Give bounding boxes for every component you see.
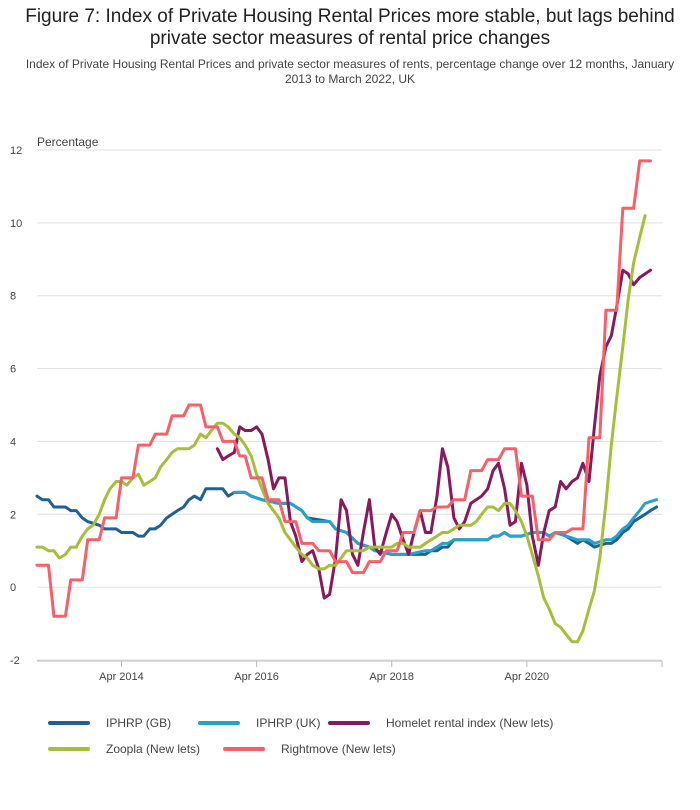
y-axis-label: Percentage [37, 135, 99, 149]
legend-swatch-homelet [328, 721, 370, 725]
y-tick-label: 4 [10, 436, 16, 448]
legend-item-homelet[interactable]: Homelet rental index (New lets) [328, 716, 553, 730]
x-tick-label: Apr 2018 [369, 671, 414, 683]
legend-item-iphrp-gb[interactable]: IPHRP (GB) [48, 716, 171, 730]
y-tick-label: 10 [10, 218, 22, 230]
legend-label-iphrp-gb: IPHRP (GB) [106, 716, 172, 730]
legend-item-zoopla[interactable]: Zoopla (New lets) [48, 742, 200, 756]
x-tick-label: Apr 2020 [505, 671, 550, 683]
line-chart: -2 0 2 4 6 8 10 12 Apr 2014 Apr 2016 Apr 2018 Apr 2… [10, 145, 663, 683]
y-tick-label: 6 [10, 364, 16, 376]
chart-title: Figure 7: Index of Private Housing Renta… [25, 6, 675, 49]
x-tick-label: Apr 2016 [234, 671, 279, 683]
series-line-rightmove-new-lets [35, 159, 652, 618]
legend-swatch-rightmove [223, 747, 265, 751]
y-tick-label: 2 [10, 509, 16, 521]
legend-item-rightmove[interactable]: Rightmove (New lets) [223, 742, 396, 756]
legend-label-zoopla: Zoopla (New lets) [106, 742, 201, 756]
y-tick-label: -2 [10, 655, 20, 667]
x-tick-label: Apr 2014 [99, 671, 144, 683]
legend-label-iphrp-uk: IPHRP (UK) [256, 716, 321, 730]
legend-label-homelet: Homelet rental index (New lets) [386, 716, 554, 730]
y-tick-label: 8 [10, 291, 16, 303]
legend-swatch-iphrp-uk [198, 721, 240, 725]
legend-item-iphrp-uk[interactable]: IPHRP (UK) [198, 716, 320, 730]
legend-swatch-iphrp-gb [48, 721, 90, 725]
y-tick-label: 12 [10, 145, 22, 157]
chart-subtitle: Index of Private Housing Rental Prices a… [25, 57, 675, 86]
legend-swatch-zoopla [48, 747, 90, 751]
series-line-zoopla-new-lets [35, 214, 647, 644]
series-line-iphrp-uk [232, 490, 659, 556]
y-tick-label: 0 [10, 582, 16, 594]
series-line-homelet-rental-index-new-lets [215, 268, 652, 600]
legend-label-rightmove: Rightmove (New lets) [281, 742, 396, 756]
